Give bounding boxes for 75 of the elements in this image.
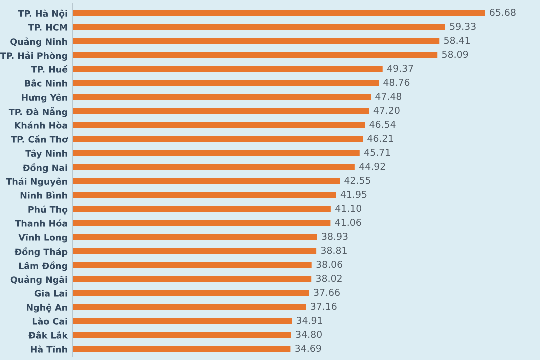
bar — [72, 192, 336, 198]
y-tick-label: TP. Huế — [31, 65, 68, 73]
data-label: 41.10 — [336, 204, 362, 212]
data-label: 49.37 — [387, 64, 414, 72]
bar — [72, 66, 383, 72]
bar — [72, 262, 312, 268]
y-tick-label: TP. Hải Phòng — [0, 52, 68, 61]
data-label: 46.21 — [368, 134, 394, 142]
y-tick-label: Ninh Bình — [20, 192, 68, 199]
data-label: 37.66 — [314, 288, 340, 296]
bar — [72, 248, 317, 254]
data-label: 38.93 — [322, 232, 348, 240]
y-tick-label: Thái Nguyên — [6, 178, 68, 187]
bar — [72, 304, 306, 310]
data-label: 47.20 — [374, 106, 400, 114]
y-tick-label: Hà Tĩnh — [31, 346, 68, 353]
data-label: 44.92 — [360, 162, 386, 170]
y-tick-label: Quảng Ngãi — [10, 276, 68, 285]
data-label: 38.06 — [316, 260, 342, 268]
data-label: 41.95 — [340, 190, 367, 198]
data-label: 37.16 — [311, 302, 337, 310]
y-tick-label: Gia Lai — [34, 290, 68, 297]
y-tick-label: Tây Ninh — [26, 150, 68, 159]
bar — [72, 38, 440, 44]
bar — [72, 80, 380, 86]
data-label: 38.02 — [316, 274, 342, 282]
bar — [72, 206, 331, 212]
y-tick-label: TP. Cần Thơ — [11, 135, 68, 143]
y-tick-label: Hưng Yên — [22, 94, 68, 103]
y-tick-label: TP. HCM — [28, 24, 68, 31]
data-label: 48.76 — [384, 78, 410, 86]
bar — [72, 220, 331, 226]
bar — [72, 24, 446, 30]
y-tick-label: Đắk Lắk — [28, 330, 68, 339]
data-label: 59.33 — [450, 22, 476, 30]
y-tick-label: Đồng Tháp — [14, 248, 68, 258]
y-tick-label: TP. Đà Nẵng — [8, 107, 68, 118]
y-tick-label: Đồng Nai — [23, 164, 68, 174]
y-tick-label: Vĩnh Long — [18, 234, 68, 243]
bar — [72, 164, 355, 170]
data-label: 58.41 — [444, 36, 470, 44]
data-label: 42.55 — [344, 176, 370, 184]
y-tick-label: Lào Cai — [32, 318, 68, 325]
bar — [72, 94, 371, 100]
bar — [72, 234, 318, 240]
bar — [72, 122, 366, 128]
y-tick-label: TP. Hà Nội — [18, 10, 68, 19]
y-tick-label: Phú Thọ — [28, 206, 68, 215]
data-label: 65.68 — [490, 8, 516, 16]
bar — [72, 136, 364, 142]
bar — [72, 150, 360, 156]
bar — [72, 10, 486, 16]
bar — [72, 318, 292, 324]
bar — [72, 108, 370, 114]
bar — [72, 290, 310, 296]
data-label: 34.91 — [296, 316, 322, 324]
data-label: 45.71 — [364, 149, 390, 156]
bar — [72, 332, 292, 338]
data-label: 41.06 — [335, 218, 362, 226]
bar — [72, 276, 312, 282]
data-label: 47.48 — [376, 92, 402, 100]
data-label: 34.80 — [296, 330, 322, 338]
y-tick-label: Thanh Hóa — [15, 220, 68, 227]
data-label: 38.81 — [321, 246, 347, 254]
bar — [72, 346, 291, 352]
data-label: 58.09 — [442, 50, 468, 58]
bar — [72, 178, 340, 184]
data-label: 46.54 — [370, 120, 396, 128]
bar — [72, 52, 438, 58]
y-tick-label: Bắc Ninh — [25, 78, 68, 87]
y-tick-label: Lâm Đồng — [19, 262, 68, 272]
y-tick-label: Quảng Ninh — [10, 38, 68, 47]
y-tick-label: Khánh Hòa — [15, 122, 68, 129]
y-tick-label: Nghệ An — [27, 304, 68, 313]
data-label: 34.69 — [296, 344, 322, 352]
